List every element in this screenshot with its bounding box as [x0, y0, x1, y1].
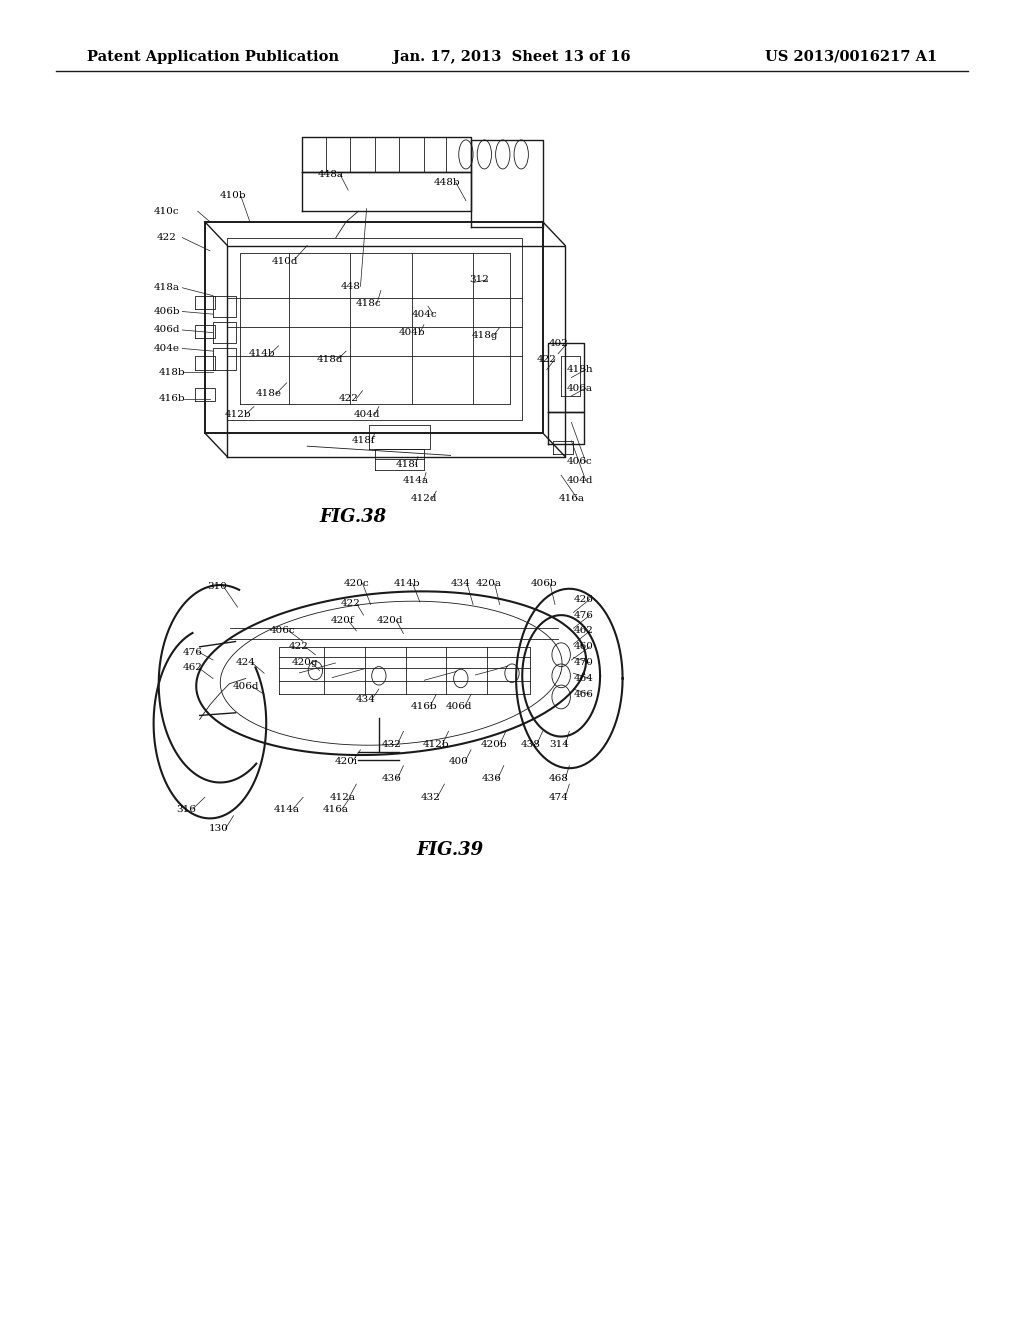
Text: 414a: 414a [402, 477, 429, 484]
Text: 404b: 404b [398, 329, 425, 337]
Text: 416b: 416b [411, 702, 437, 710]
Text: 406d: 406d [154, 326, 180, 334]
Text: Patent Application Publication: Patent Application Publication [87, 50, 339, 63]
Text: 468: 468 [549, 775, 569, 783]
Text: 420a: 420a [475, 579, 502, 587]
Text: 462: 462 [182, 664, 203, 672]
Text: 400: 400 [449, 758, 469, 766]
Text: 460: 460 [573, 643, 594, 651]
Text: 314: 314 [549, 741, 569, 748]
Text: 448b: 448b [434, 178, 461, 186]
Text: 418g: 418g [472, 331, 499, 339]
Text: 476: 476 [182, 648, 203, 656]
Text: 414b: 414b [393, 579, 420, 587]
Text: 410b: 410b [220, 191, 247, 199]
Text: 422: 422 [537, 355, 557, 363]
Text: 470: 470 [573, 659, 594, 667]
Text: 420g: 420g [292, 659, 318, 667]
Text: 316: 316 [176, 805, 197, 813]
Text: 422: 422 [340, 599, 360, 607]
Text: 466: 466 [573, 690, 594, 698]
Text: 312: 312 [469, 276, 489, 284]
Text: Jan. 17, 2013  Sheet 13 of 16: Jan. 17, 2013 Sheet 13 of 16 [393, 50, 631, 63]
Text: 412b: 412b [224, 411, 251, 418]
Text: 418a: 418a [154, 284, 180, 292]
Text: 130: 130 [209, 825, 229, 833]
Text: 406d: 406d [232, 682, 259, 690]
Text: 404d: 404d [566, 477, 593, 484]
Text: 462: 462 [573, 627, 594, 635]
Text: 420f: 420f [330, 616, 354, 624]
Text: 424: 424 [236, 659, 256, 667]
Text: 436: 436 [381, 775, 401, 783]
Text: 404d: 404d [353, 411, 380, 418]
Text: 422: 422 [157, 234, 177, 242]
Text: 406c: 406c [566, 458, 593, 466]
Text: 464: 464 [573, 675, 594, 682]
Text: 418d: 418d [316, 355, 343, 363]
Text: 432: 432 [421, 793, 441, 801]
Text: 406b: 406b [154, 308, 180, 315]
Text: 416a: 416a [323, 805, 349, 813]
Text: 406b: 406b [530, 579, 557, 587]
Text: FIG.39: FIG.39 [417, 841, 484, 859]
Text: 310: 310 [207, 582, 227, 590]
Text: 432: 432 [381, 741, 401, 748]
Text: 420d: 420d [377, 616, 403, 624]
Text: 414a: 414a [273, 805, 300, 813]
Text: 418b: 418b [159, 368, 185, 376]
Text: 418c: 418c [355, 300, 382, 308]
Text: 418e: 418e [255, 389, 282, 397]
Text: 404e: 404e [154, 345, 180, 352]
Text: 412d: 412d [411, 495, 437, 503]
Text: 420c: 420c [343, 579, 370, 587]
Text: FIG.38: FIG.38 [319, 508, 387, 527]
Text: 476: 476 [573, 611, 594, 619]
Text: 410c: 410c [154, 207, 180, 215]
Text: 474: 474 [549, 793, 569, 801]
Text: 448: 448 [340, 282, 360, 290]
Text: 438: 438 [520, 741, 541, 748]
Text: 422: 422 [289, 643, 309, 651]
Text: 414b: 414b [249, 350, 275, 358]
Text: 422: 422 [338, 395, 358, 403]
Text: 418h: 418h [566, 366, 593, 374]
Text: 420i: 420i [335, 758, 357, 766]
Text: 448a: 448a [317, 170, 344, 178]
Text: 436: 436 [481, 775, 502, 783]
Text: US 2013/0016217 A1: US 2013/0016217 A1 [765, 50, 937, 63]
Text: 404c: 404c [412, 310, 438, 318]
Text: 420b: 420b [480, 741, 507, 748]
Text: 418i: 418i [396, 461, 419, 469]
Text: 412b: 412b [423, 741, 450, 748]
Text: 410d: 410d [271, 257, 298, 265]
Text: 434: 434 [451, 579, 471, 587]
Text: 406d: 406d [445, 702, 472, 710]
Text: 434: 434 [355, 696, 376, 704]
Text: 426: 426 [573, 595, 594, 603]
Text: 416b: 416b [159, 395, 185, 403]
Text: 416a: 416a [558, 495, 585, 503]
Text: 412a: 412a [330, 793, 356, 801]
Text: 418f: 418f [351, 437, 376, 445]
Text: 406c: 406c [269, 627, 296, 635]
Text: 402: 402 [549, 339, 569, 347]
Text: 406a: 406a [566, 384, 593, 392]
